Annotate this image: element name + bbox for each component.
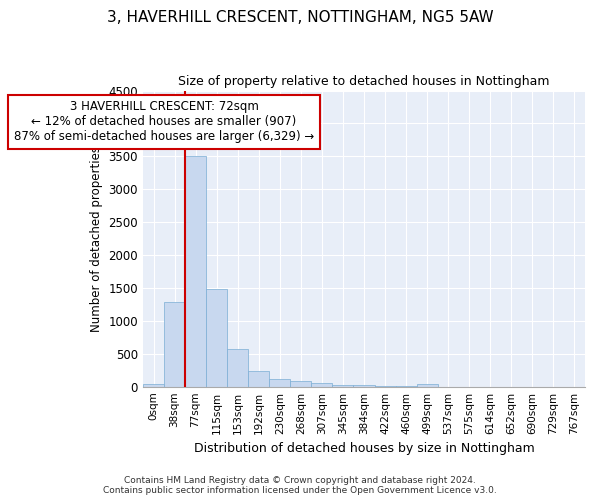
- Bar: [311, 383, 332, 386]
- Bar: [332, 384, 353, 386]
- Text: Contains HM Land Registry data © Crown copyright and database right 2024.
Contai: Contains HM Land Registry data © Crown c…: [103, 476, 497, 495]
- Bar: [416, 384, 437, 386]
- Y-axis label: Number of detached properties: Number of detached properties: [90, 146, 103, 332]
- Text: 3 HAVERHILL CRESCENT: 72sqm
← 12% of detached houses are smaller (907)
87% of se: 3 HAVERHILL CRESCENT: 72sqm ← 12% of det…: [14, 100, 314, 144]
- Bar: [206, 290, 227, 386]
- Bar: [164, 302, 185, 386]
- Bar: [269, 379, 290, 386]
- Bar: [185, 156, 206, 386]
- Title: Size of property relative to detached houses in Nottingham: Size of property relative to detached ho…: [178, 75, 550, 88]
- Bar: [290, 381, 311, 386]
- X-axis label: Distribution of detached houses by size in Nottingham: Distribution of detached houses by size …: [194, 442, 535, 455]
- Bar: [248, 371, 269, 386]
- Text: 3, HAVERHILL CRESCENT, NOTTINGHAM, NG5 5AW: 3, HAVERHILL CRESCENT, NOTTINGHAM, NG5 5…: [107, 10, 493, 25]
- Bar: [227, 348, 248, 387]
- Bar: [143, 384, 164, 386]
